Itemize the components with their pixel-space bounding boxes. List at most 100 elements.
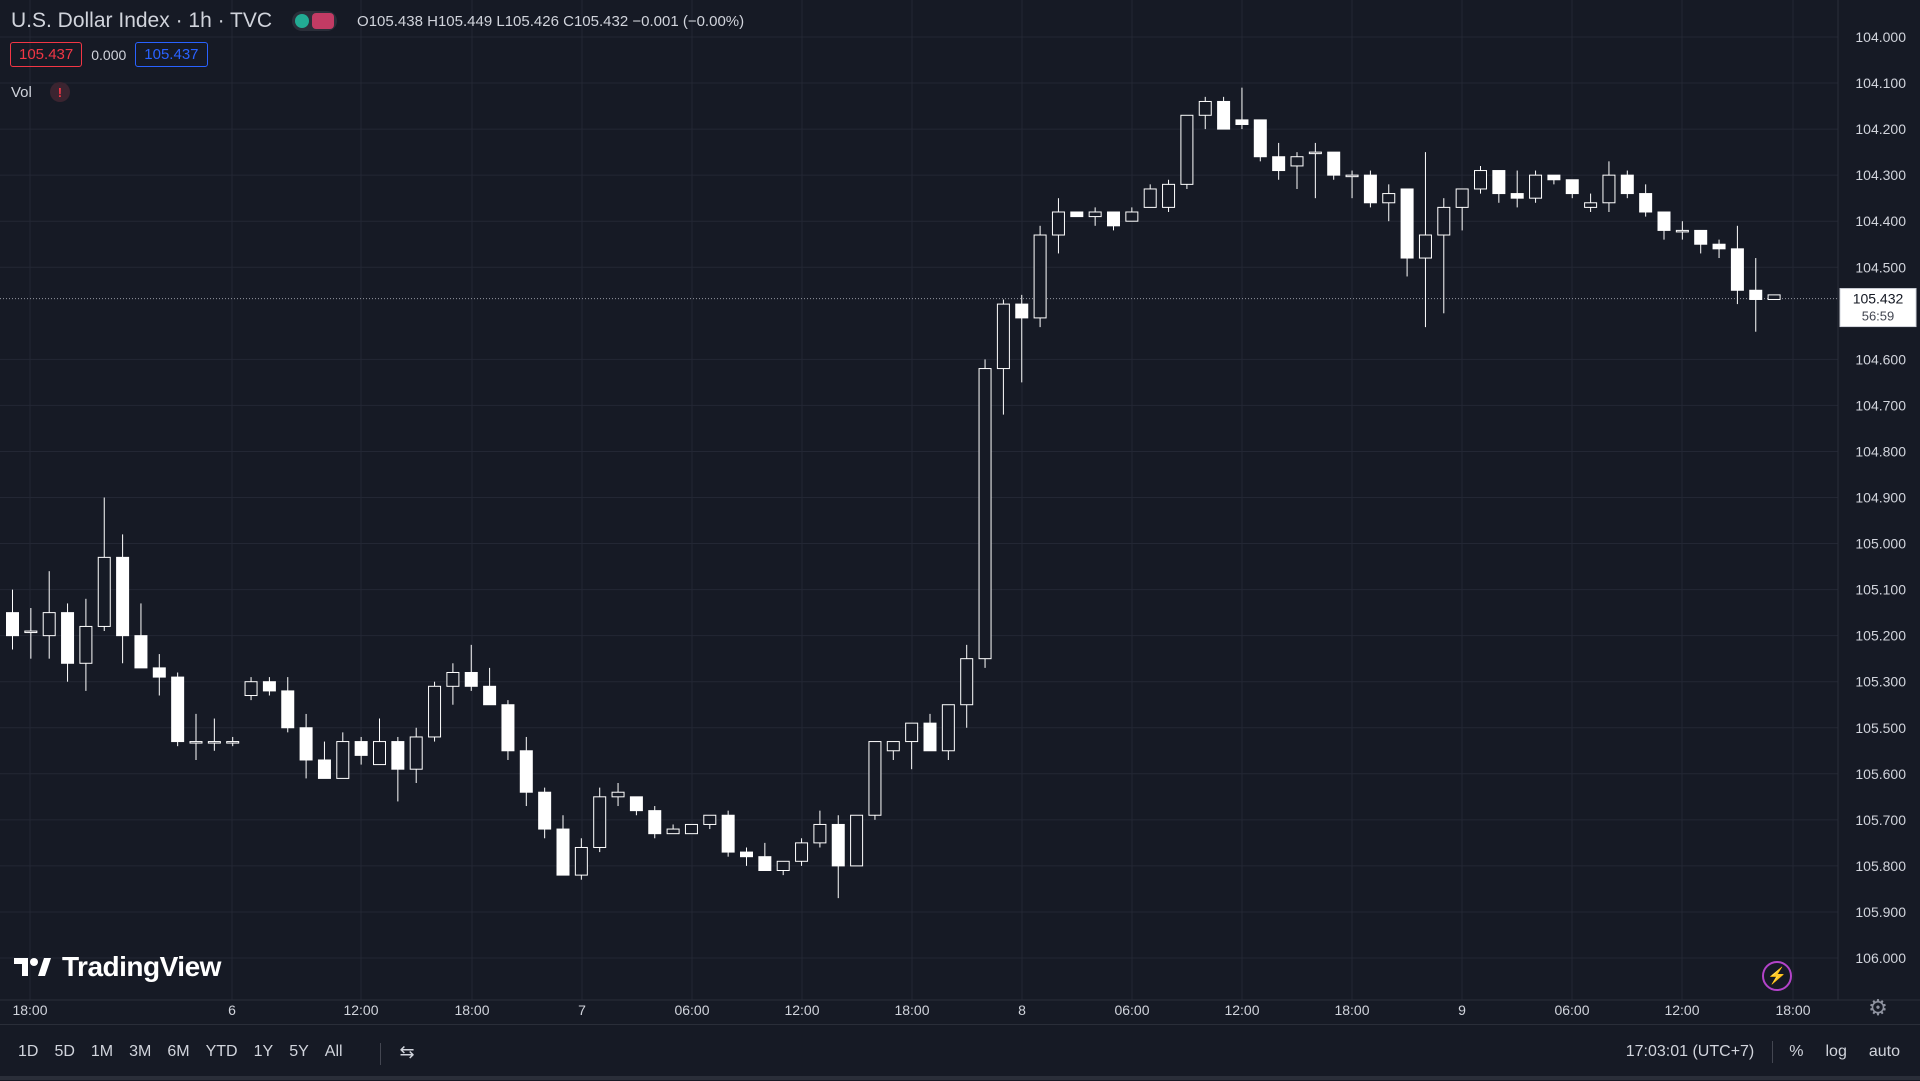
candle-body-down [61, 612, 75, 664]
price-axis[interactable]: 106.000 105.900 105.800 105.700 105.600 105.5… [1855, 29, 1906, 966]
candle [666, 824, 680, 835]
tradingview-logo[interactable]: TradingView [14, 951, 221, 983]
close-label: C [563, 12, 574, 30]
price-tick-label: 105.700 [1855, 812, 1906, 828]
candle [593, 787, 607, 853]
candle [1639, 184, 1653, 217]
candle [1088, 207, 1102, 226]
price-tick-label: 104.500 [1855, 259, 1906, 275]
candle-body-down [1639, 193, 1653, 213]
range-button-ytd[interactable]: YTD [205, 1043, 238, 1060]
candle-body-up [1051, 211, 1065, 236]
candle [42, 571, 56, 659]
clock-timezone[interactable]: 17:03:01 (UTC+7) [1625, 1043, 1755, 1060]
market-status-toggle[interactable] [292, 11, 338, 31]
candle [134, 603, 148, 669]
sell-button[interactable]: 105.437 [10, 42, 83, 67]
candle-body-down [1363, 174, 1377, 204]
candle [960, 644, 974, 728]
time-axis[interactable]: 18:00 6 12:00 18:00 7 06:00 12:00 18:00 8 06:00 12… [12, 1002, 1810, 1018]
volume-label[interactable]: Vol [11, 83, 32, 101]
candle-body-up [776, 860, 790, 872]
candle-body-down [556, 828, 570, 876]
events-icon [312, 13, 335, 29]
candle [1125, 207, 1139, 222]
spread-value: 0.000 [91, 46, 127, 63]
candle-body-up [42, 612, 56, 637]
range-button-6m[interactable]: 6M [167, 1043, 190, 1060]
tradingview-logo-icon [14, 958, 51, 976]
candle-body-down [1547, 174, 1561, 181]
gear-icon[interactable]: ⚙ [1868, 995, 1888, 1020]
candle [61, 603, 75, 682]
candle [1327, 151, 1341, 180]
candle-body-up [996, 303, 1010, 370]
price-chart[interactable]: 106.000 105.900 105.800 105.700 105.600 105.5… [0, 0, 1920, 1024]
candle [721, 810, 735, 857]
candle-body-up [1088, 211, 1102, 218]
candle-body-down [740, 851, 753, 858]
candle [813, 810, 827, 848]
close-value: 105.432 [573, 12, 629, 30]
range-button-5y[interactable]: 5Y [289, 1043, 309, 1060]
bar-countdown: 56:59 [1862, 309, 1895, 324]
candle-body-up [446, 671, 460, 687]
candle [244, 677, 258, 701]
candle-body-up [1382, 193, 1396, 204]
candle [1272, 142, 1286, 180]
go-to-date-icon[interactable]: ⇆ [399, 1041, 415, 1062]
candle [1584, 193, 1598, 212]
candle [1345, 170, 1359, 199]
candle [1455, 188, 1469, 231]
candle [978, 359, 992, 668]
candle-body-down [171, 676, 185, 743]
candle [1107, 211, 1120, 231]
candle [464, 644, 478, 691]
candle-body-up [795, 842, 809, 862]
price-tick-label: 104.200 [1855, 121, 1906, 137]
lightning-icon[interactable]: ⚡ [1762, 961, 1792, 991]
range-button-3m[interactable]: 3M [129, 1043, 152, 1060]
candle-body-down [519, 750, 533, 793]
candle [299, 713, 313, 779]
candle [776, 860, 790, 876]
candle-body-down [1565, 179, 1579, 195]
change-value: −0.001 (−0.00%) [632, 12, 745, 30]
candle-body-down [1730, 248, 1744, 291]
candle-body-down [299, 727, 313, 761]
candle [758, 842, 772, 872]
symbol-title[interactable]: U.S. Dollar Index · 1h · TVC [11, 9, 273, 32]
candle [1308, 142, 1322, 199]
range-button-5d[interactable]: 5D [54, 1043, 75, 1060]
candle [556, 815, 570, 876]
candle-body-down [1107, 211, 1120, 227]
candle [831, 815, 845, 899]
range-button-1m[interactable]: 1M [90, 1043, 114, 1060]
candle [6, 589, 19, 650]
candle-body-down [648, 810, 662, 835]
price-tick-label: 104.800 [1855, 443, 1906, 459]
time-tick-label: 06:00 [1114, 1002, 1149, 1018]
candle [501, 700, 515, 760]
price-tick-label: 105.600 [1855, 766, 1906, 782]
log-scale-toggle[interactable]: log [1825, 1043, 1847, 1060]
candle [317, 741, 331, 779]
range-button-1d[interactable]: 1D [18, 1043, 39, 1060]
candle [1565, 179, 1579, 199]
candle [24, 608, 38, 659]
percent-scale-toggle[interactable]: % [1789, 1043, 1804, 1060]
candle-body-down [1400, 188, 1414, 259]
toolbar-divider [1772, 1041, 1774, 1063]
buy-button[interactable]: 105.437 [135, 42, 208, 67]
range-button-all[interactable]: All [324, 1043, 343, 1060]
candle-body-up [1584, 202, 1598, 208]
trade-buttons: 105.437 0.000 105.437 [10, 42, 208, 67]
open-label: O [357, 12, 369, 30]
candle-body-down [1235, 119, 1249, 125]
candle [1529, 170, 1543, 203]
warning-icon[interactable]: ! [49, 82, 70, 102]
auto-scale-toggle[interactable]: auto [1868, 1043, 1900, 1060]
price-tick-label: 104.600 [1855, 351, 1906, 367]
candle [373, 718, 386, 766]
range-button-1y[interactable]: 1Y [253, 1043, 274, 1060]
